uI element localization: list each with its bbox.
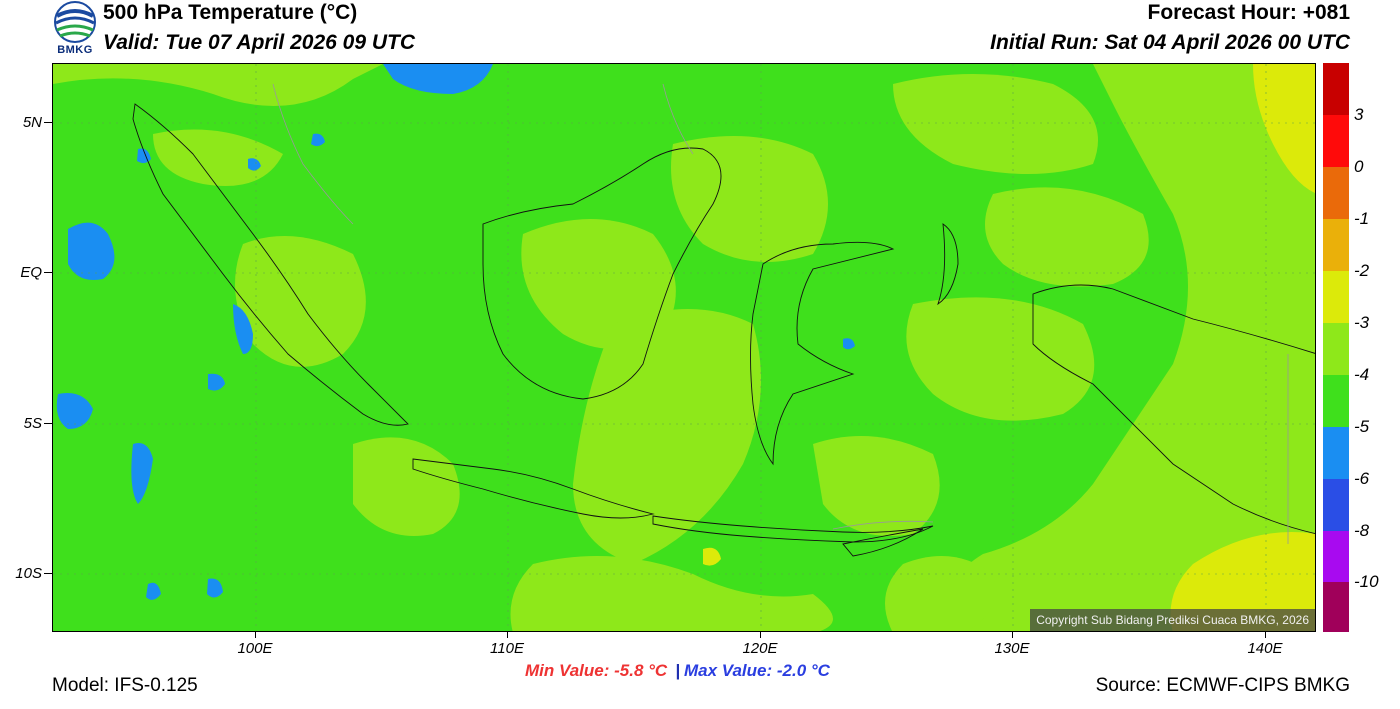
lon-tick: [1012, 632, 1013, 638]
colorbar-label: -1: [1354, 209, 1370, 228]
colorbar-label: 0: [1354, 157, 1364, 176]
colorbar-label: -3: [1354, 313, 1370, 332]
lon-tick: [255, 632, 256, 638]
lon-label-130e: 130E: [994, 640, 1030, 657]
colorbar-segment: [1323, 167, 1349, 219]
colorbar-label: -5: [1354, 417, 1370, 436]
lat-tick: [44, 272, 52, 273]
colorbar-label: -2: [1354, 261, 1370, 280]
lon-tick: [760, 632, 761, 638]
colorbar-label: -6: [1354, 469, 1370, 488]
colorbar-segment: [1323, 531, 1349, 582]
lat-tick: [44, 573, 52, 574]
colorbar-label: -4: [1354, 365, 1370, 384]
lon-label-100e: 100E: [237, 640, 273, 657]
bmkg-logo: BMKG: [52, 0, 98, 58]
lat-label-10s: 10S: [15, 565, 42, 582]
colorbar-segment: [1323, 427, 1349, 479]
lat-tick: [44, 423, 52, 424]
stats-separator: |: [675, 661, 680, 680]
colorbar-segment: [1323, 219, 1349, 271]
chart-title: 500 hPa Temperature (°C): [103, 1, 358, 24]
min-max-values: Min Value: -5.8 °C | Max Value: -2.0 °C: [525, 661, 830, 681]
lon-label-140e: 140E: [1247, 640, 1283, 657]
forecast-hour: Forecast Hour: +081: [1147, 1, 1351, 24]
colorbar-segment: [1323, 63, 1349, 115]
max-value: Max Value: -2.0 °C: [683, 661, 830, 680]
colorbar-segment: [1323, 582, 1349, 632]
lat-label-eq: EQ: [20, 264, 42, 281]
temperature-field: [53, 64, 1315, 631]
valid-time: Valid: Tue 07 April 2026 09 UTC: [103, 31, 416, 54]
lon-tick: [1265, 632, 1266, 638]
lon-label-110e: 110E: [490, 640, 524, 657]
colorbar-label: -10: [1354, 572, 1379, 591]
colorbar-segment: [1323, 479, 1349, 531]
colorbar-segment: [1323, 271, 1349, 323]
lon-tick: [507, 632, 508, 638]
model-label: Model: IFS-0.125: [52, 675, 198, 696]
colorbar-segment: [1323, 375, 1349, 427]
logo-text: BMKG: [57, 44, 93, 56]
initial-run: Initial Run: Sat 04 April 2026 00 UTC: [990, 31, 1350, 54]
lat-label-5n: 5N: [22, 114, 42, 131]
colorbar-segment: [1323, 323, 1349, 375]
colorbar-label: 3: [1354, 105, 1364, 124]
copyright-notice: Copyright Sub Bidang Prediksi Cuaca BMKG…: [1030, 609, 1315, 631]
colorbar-label: -8: [1354, 521, 1370, 540]
temperature-map: Copyright Sub Bidang Prediksi Cuaca BMKG…: [52, 63, 1316, 632]
colorbar: [1323, 63, 1349, 632]
source-label: Source: ECMWF-CIPS BMKG: [1095, 675, 1350, 696]
bmkg-emblem-icon: [54, 1, 96, 43]
lon-label-120e: 120E: [742, 640, 778, 657]
colorbar-segment: [1323, 115, 1349, 167]
min-value: Min Value: -5.8 °C: [525, 661, 668, 680]
lat-tick: [44, 122, 52, 123]
lat-label-5s: 5S: [23, 415, 42, 432]
